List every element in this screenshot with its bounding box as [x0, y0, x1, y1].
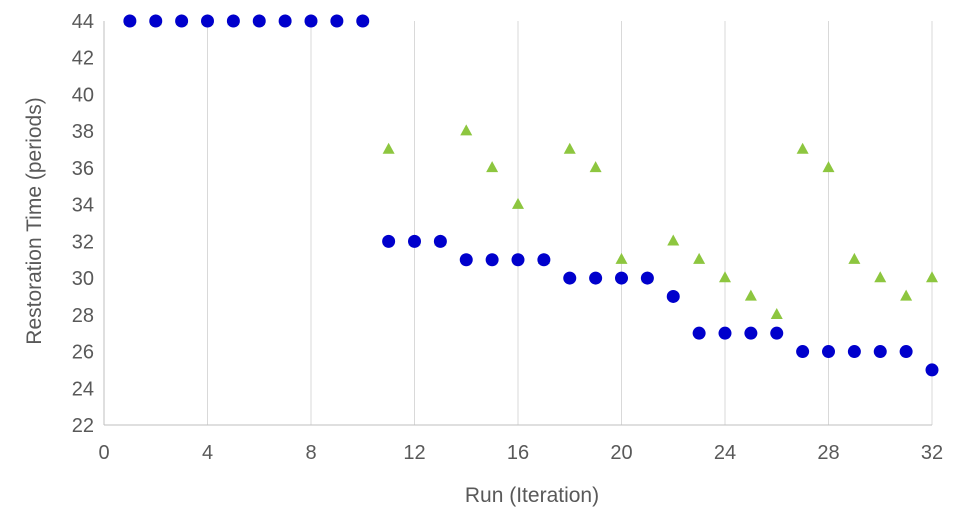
circle-point — [149, 14, 163, 28]
circle-point — [278, 14, 292, 28]
triangle-point — [770, 307, 783, 319]
y-tick-label: 30 — [72, 268, 94, 290]
x-tick-label: 12 — [403, 442, 425, 464]
y-tick-label: 36 — [72, 158, 94, 180]
series-triangle — [123, 14, 938, 319]
x-tick-label: 20 — [610, 442, 632, 464]
grid-lines — [207, 21, 933, 425]
triangle-point — [589, 161, 602, 173]
triangle-point — [848, 252, 861, 264]
y-tick-label: 42 — [72, 48, 94, 70]
circle-point — [692, 326, 706, 340]
y-tick-label: 32 — [72, 231, 94, 253]
x-tick-label: 0 — [98, 442, 109, 464]
circle-point — [925, 363, 939, 377]
circle-point — [873, 345, 887, 359]
x-axis-title: Run (Iteration) — [465, 484, 599, 507]
circle-point — [563, 271, 577, 285]
circle-point — [382, 234, 396, 248]
circle-point — [485, 253, 499, 267]
circle-point — [330, 14, 344, 28]
x-tick-label: 16 — [507, 442, 529, 464]
circle-point — [615, 271, 628, 285]
circle-point — [511, 253, 525, 267]
triangle-point — [615, 252, 628, 264]
circle-point — [589, 271, 603, 285]
axes — [103, 21, 932, 426]
y-axis-title: Restoration Time (periods) — [23, 97, 46, 344]
x-tick-label: 24 — [714, 442, 736, 464]
circle-point — [459, 253, 473, 267]
circle-point — [433, 234, 447, 248]
circle-point — [252, 14, 266, 28]
data-series — [123, 14, 939, 377]
y-tick-label: 26 — [72, 342, 94, 364]
triangle-point — [900, 289, 913, 301]
tick-labels: 0 4 8 12 16 20 24 28 32 22 24 26 28 30 32 34 36 38 40 42 44 — [72, 11, 943, 464]
triangle-point — [563, 142, 576, 154]
x-tick-label: 8 — [305, 442, 316, 464]
x-tick-label: 28 — [817, 442, 839, 464]
circle-point — [822, 345, 835, 359]
circle-point — [537, 253, 551, 267]
circle-point — [175, 14, 189, 28]
circle-point — [201, 14, 214, 28]
circle-point — [718, 326, 732, 340]
triangle-point — [486, 161, 499, 173]
circle-point — [226, 14, 240, 28]
triangle-point — [822, 161, 835, 173]
triangle-point — [719, 271, 731, 283]
circle-point — [356, 14, 370, 28]
x-tick-label: 4 — [202, 442, 213, 464]
triangle-point — [693, 252, 706, 264]
triangle-point — [796, 142, 809, 154]
circle-point — [899, 345, 913, 359]
circle-point — [123, 14, 137, 28]
circle-point — [744, 326, 758, 340]
triangle-point — [874, 271, 887, 283]
y-tick-label: 24 — [72, 378, 94, 400]
circle-point — [304, 14, 318, 28]
series-circle — [123, 14, 939, 377]
x-tick-label: 32 — [921, 442, 943, 464]
triangle-point — [382, 142, 395, 154]
circle-point — [640, 271, 654, 285]
y-tick-label: 40 — [72, 84, 94, 106]
triangle-point — [460, 124, 473, 136]
circle-point — [408, 234, 421, 248]
y-tick-label: 34 — [72, 195, 94, 217]
circle-point — [847, 345, 861, 359]
triangle-point — [926, 271, 938, 283]
circle-point — [666, 289, 680, 303]
y-tick-label: 38 — [72, 121, 94, 143]
y-tick-label: 44 — [72, 11, 94, 33]
y-tick-label: 28 — [72, 305, 94, 327]
circle-point — [796, 345, 810, 359]
triangle-point — [512, 197, 524, 209]
y-tick-label: 22 — [72, 415, 94, 437]
circle-point — [770, 326, 784, 340]
triangle-point — [744, 289, 757, 301]
triangle-point — [667, 234, 680, 246]
